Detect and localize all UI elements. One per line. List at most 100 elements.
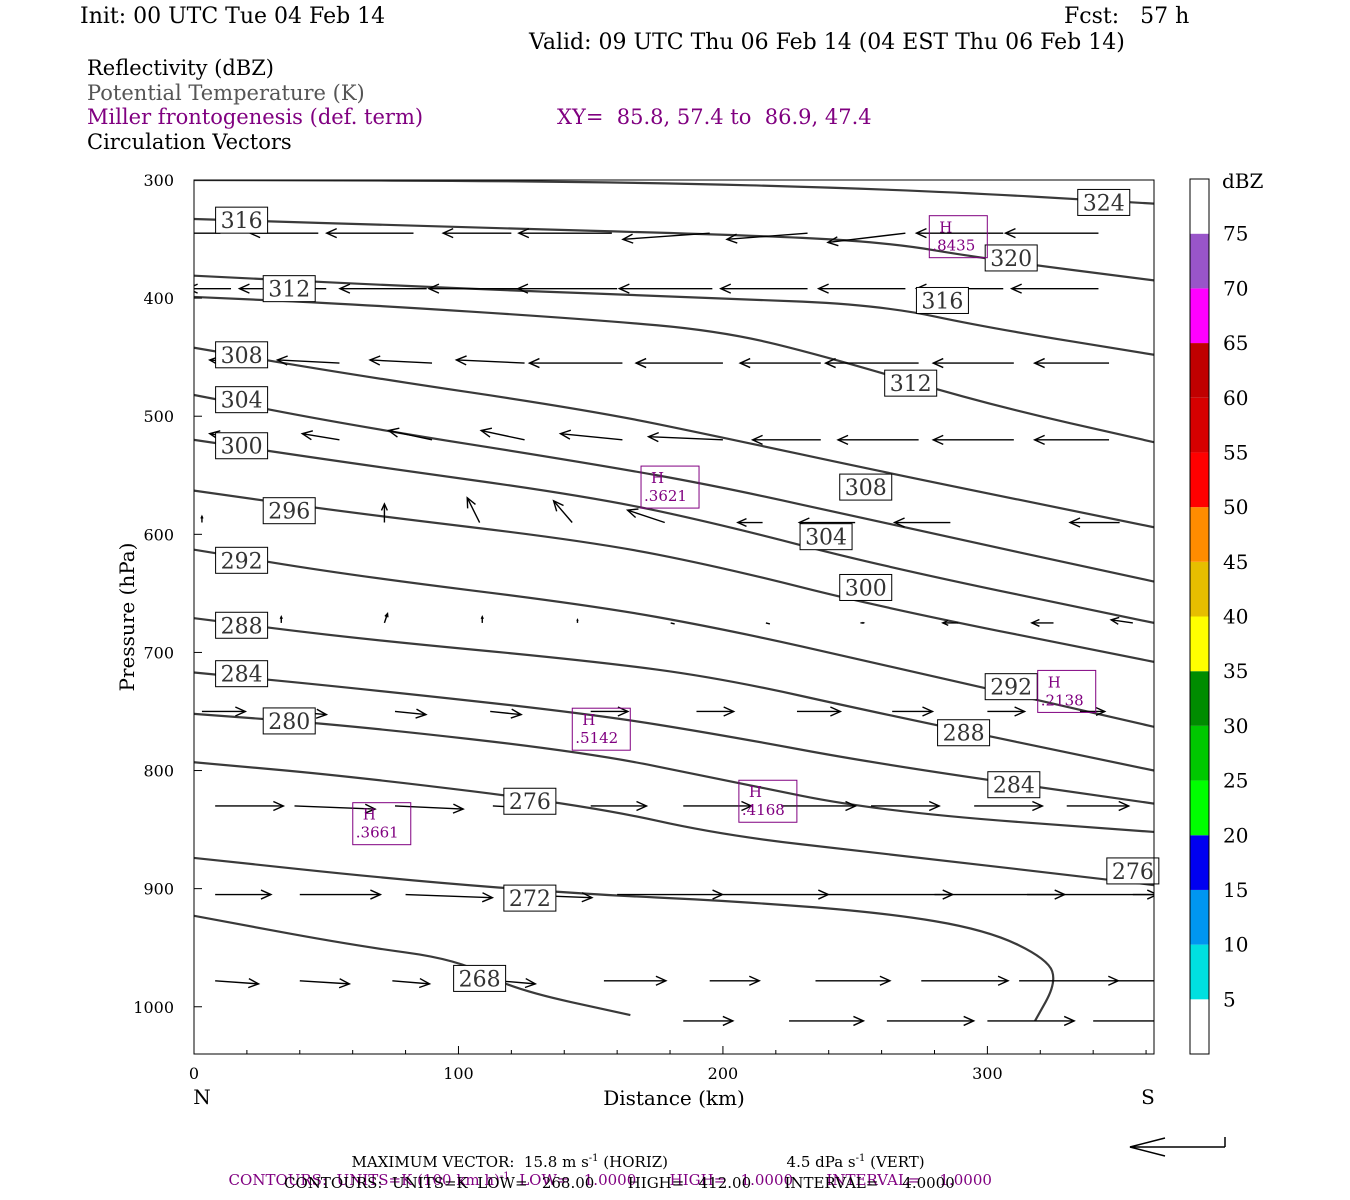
maxima-label: H xyxy=(749,783,762,801)
contour-label-text: 292 xyxy=(990,676,1032,701)
circulation-vectors xyxy=(194,228,1154,1027)
maxima-box xyxy=(928,215,988,259)
vector-arrow xyxy=(215,978,261,989)
colorbar-swatch xyxy=(1190,397,1209,453)
contour-label-box xyxy=(1077,188,1131,216)
contour-label-box xyxy=(839,573,893,601)
contour-label-text: 288 xyxy=(221,614,263,639)
vector-arrow xyxy=(1019,975,1121,986)
colorbar-swatch xyxy=(1190,944,1209,1000)
vector-arrow xyxy=(871,800,941,812)
vector-arrow xyxy=(1032,357,1110,369)
contour-label-box xyxy=(215,432,269,460)
vector-arrow xyxy=(617,889,725,900)
colorbar: 5 10 15 20 25 30 35 40 45 50 55 60 65 70 75 dBZ xyxy=(1189,169,1264,1055)
contour-label-box xyxy=(503,787,557,815)
contour-label-text: 276 xyxy=(509,790,551,815)
contour-label-text: 272 xyxy=(509,887,551,912)
colorbar-level: 15 xyxy=(1223,878,1248,902)
field-reflectivity: Reflectivity (dBZ) xyxy=(87,56,275,80)
contour-label-text: 316 xyxy=(221,209,263,234)
colorbar-level: 20 xyxy=(1223,823,1248,847)
colorbar-swatch xyxy=(1190,616,1209,672)
vector-arrow xyxy=(796,706,843,717)
vector-arrow xyxy=(275,355,340,366)
colorbar-level: 60 xyxy=(1223,386,1248,410)
maxima-box xyxy=(352,802,412,846)
colorbar-swatch xyxy=(1190,179,1209,234)
y-tick-label: 1000 xyxy=(133,998,174,1017)
vector-arrow xyxy=(1068,517,1120,528)
contour-label-box xyxy=(262,275,316,303)
colorbar-level: 25 xyxy=(1223,769,1248,793)
theta-contour-316 xyxy=(194,274,1154,356)
vector-arrow xyxy=(696,706,736,717)
contour-label-box xyxy=(937,719,991,747)
vector-arrow xyxy=(490,708,523,719)
contour-label-text: 296 xyxy=(268,500,310,525)
contour-label-text: 324 xyxy=(1083,191,1125,216)
y-tick-label: 500 xyxy=(143,407,174,426)
max-vector-horiz: (HORIZ) xyxy=(598,1153,669,1171)
maxima-label: H xyxy=(939,219,952,237)
theta-contour-312 xyxy=(194,295,1154,444)
contour-label-box xyxy=(215,546,269,574)
vector-arrow xyxy=(1032,434,1110,445)
colorbar-swatch xyxy=(1190,671,1209,726)
maxima-value: .3621 xyxy=(644,487,687,505)
init-time: Init: 00 UTC Tue 04 Feb 14 xyxy=(80,4,386,29)
vector-arrow xyxy=(405,892,495,903)
colorbar-title: dBZ xyxy=(1222,169,1264,193)
vector-arrow xyxy=(215,889,273,900)
contour-label-text: 292 xyxy=(221,549,263,574)
contour-label-box xyxy=(215,660,269,688)
vector-arrow xyxy=(466,496,481,523)
colorbar-swatch xyxy=(1190,452,1209,508)
vector-arrow xyxy=(1114,980,1154,982)
contour-label-box xyxy=(262,497,316,525)
colorbar-swatch xyxy=(1190,343,1209,398)
vector-arrow xyxy=(781,800,858,812)
vector-arrow xyxy=(634,357,723,369)
contour-label-text: 268 xyxy=(459,967,501,992)
contour-label-text: 300 xyxy=(221,435,263,460)
cross-section-xy: XY= 85.8, 57.4 to 86.9, 47.4 xyxy=(557,105,872,129)
y-tick-label: 300 xyxy=(143,171,174,190)
maxima-label: H xyxy=(651,469,664,487)
contour-label-box xyxy=(215,386,269,414)
vector-arrow xyxy=(201,706,248,717)
y-tick-label: 400 xyxy=(143,289,174,308)
valid-time: Valid: 09 UTC Thu 06 Feb 14 (04 EST Thu … xyxy=(529,30,1125,55)
field-theta: Potential Temperature (K) xyxy=(87,81,365,105)
theta-contour-292 xyxy=(194,548,1154,728)
vector-arrow xyxy=(683,1015,735,1027)
colorbar-level: 10 xyxy=(1223,933,1248,957)
contour-label-text: 284 xyxy=(221,663,263,688)
contours1-exp: -1 xyxy=(499,1171,510,1182)
vector-arrow xyxy=(941,619,959,626)
vert-vector-tail: (VERT) xyxy=(865,1153,925,1171)
vector-arrow xyxy=(558,429,623,441)
theta-contour-288 xyxy=(194,617,1154,772)
vector-arrow xyxy=(516,283,618,294)
vector-arrow xyxy=(1109,616,1133,625)
x-tick-label: 0 xyxy=(189,1064,199,1083)
vector-arrow xyxy=(392,977,432,989)
vector-arrow xyxy=(826,232,906,247)
vector-arrow xyxy=(441,228,512,239)
colorbar-swatch xyxy=(1190,507,1209,562)
vector-arrow xyxy=(670,622,675,625)
vector-arrow xyxy=(294,803,377,814)
colorbar-swatch xyxy=(1190,835,1209,890)
vector-arrow xyxy=(299,889,383,900)
max-vector-text: MAXIMUM VECTOR: 15.8 m s-1 (HORIZ) xyxy=(342,1139,668,1170)
vector-arrow xyxy=(386,427,433,441)
contours1-b: LOW= 1.0000 HIGH= 1.0000 INTERVAL= 1.000… xyxy=(509,1171,992,1189)
plot-frame xyxy=(193,179,1155,1055)
theta-contour-272 xyxy=(194,856,1055,1022)
contour-label-box xyxy=(984,673,1038,701)
contour-label-box xyxy=(987,771,1041,799)
colorbar-level: 30 xyxy=(1223,714,1248,738)
vert-vector-label: 4.5 dPa s xyxy=(786,1153,856,1171)
colorbar-level: 45 xyxy=(1223,550,1248,574)
